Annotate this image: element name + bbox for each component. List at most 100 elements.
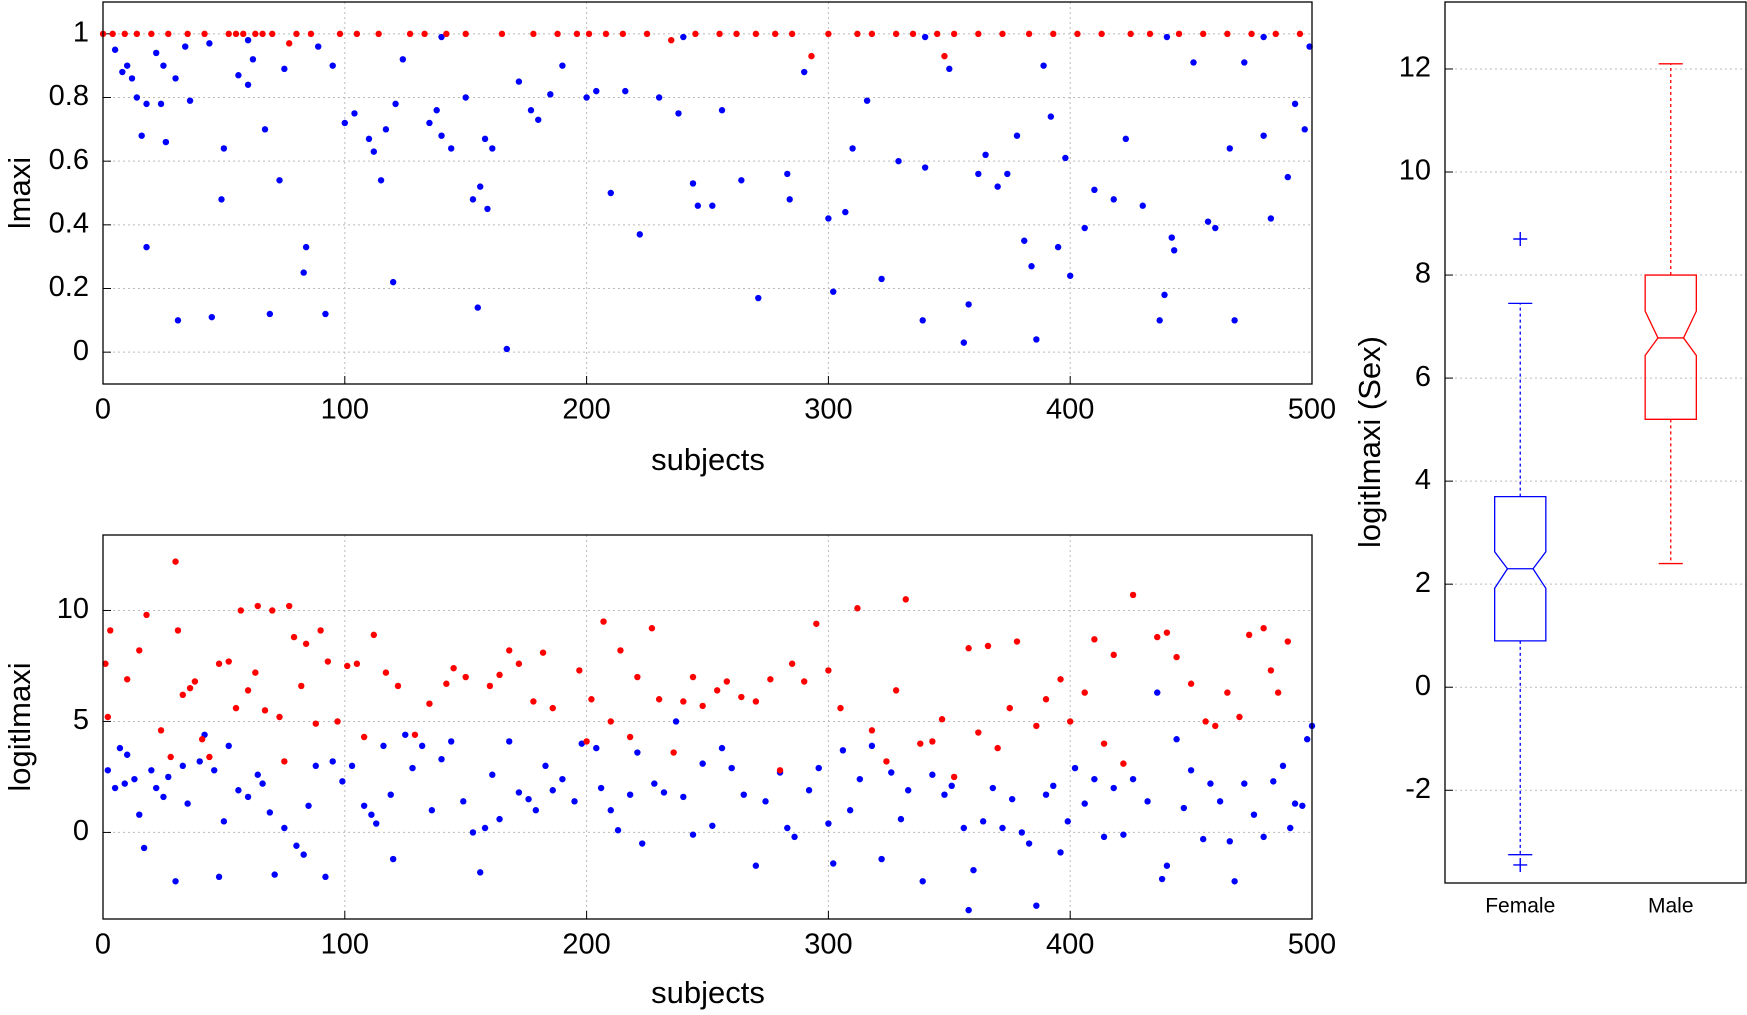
data-point <box>1067 272 1074 279</box>
y-tick-label: 0.6 <box>49 144 89 176</box>
data-point <box>738 177 745 184</box>
data-point <box>259 780 266 787</box>
data-point <box>549 704 556 712</box>
y-axis-label: lmaxi <box>2 157 37 229</box>
data-point <box>921 164 929 171</box>
data-point <box>1272 30 1279 38</box>
data-point <box>111 46 119 53</box>
data-point <box>680 793 687 801</box>
data-point <box>109 30 116 38</box>
data-point <box>370 631 378 639</box>
data-point <box>689 831 697 838</box>
data-point <box>583 94 590 101</box>
data-point <box>752 862 760 869</box>
data-point <box>389 855 397 863</box>
data-point <box>549 787 556 794</box>
data-point <box>157 100 165 108</box>
x-tick-label: 200 <box>562 929 610 961</box>
data-point <box>1008 795 1016 803</box>
data-point <box>167 753 174 761</box>
data-point <box>285 40 293 47</box>
data-point <box>339 778 346 785</box>
data-point <box>917 740 924 747</box>
data-point <box>660 789 668 796</box>
data-point <box>496 815 503 823</box>
data-point <box>713 687 721 694</box>
data-point <box>1187 680 1195 687</box>
data-point <box>225 658 232 665</box>
data-point <box>324 658 332 665</box>
data-point <box>709 822 716 829</box>
data-point <box>1004 170 1011 178</box>
data-point <box>276 713 283 721</box>
data-point <box>772 30 779 38</box>
data-point <box>382 669 390 676</box>
data-point <box>1129 591 1137 599</box>
data-point <box>375 30 382 38</box>
data-point <box>394 682 402 690</box>
data-point <box>614 827 622 834</box>
data-point <box>919 317 926 324</box>
data-point <box>786 196 793 203</box>
data-point <box>825 820 832 827</box>
data-point <box>104 713 112 721</box>
data-point <box>600 618 607 625</box>
data-point <box>639 840 646 847</box>
data-point <box>165 773 172 781</box>
data-point <box>856 775 864 783</box>
data-point <box>136 647 143 654</box>
data-point <box>266 809 274 816</box>
data-point <box>1100 833 1108 841</box>
data-point <box>1161 291 1168 299</box>
data-point <box>1021 237 1028 244</box>
data-point <box>1226 145 1233 152</box>
data-point <box>1081 224 1088 232</box>
data-point <box>307 30 315 38</box>
data-point <box>506 647 513 654</box>
data-point <box>1054 243 1062 251</box>
data-point <box>740 791 747 798</box>
data-point <box>174 317 182 324</box>
data-point <box>220 818 228 825</box>
box-body <box>1644 274 1697 420</box>
x-tick-label: Male <box>1648 895 1694 918</box>
y-tick-label: 0 <box>73 335 89 367</box>
data-point <box>179 762 186 770</box>
data-point <box>1091 775 1098 783</box>
data-point <box>368 811 375 818</box>
data-point <box>1175 30 1183 38</box>
data-point <box>1231 317 1238 324</box>
data-point <box>950 773 958 781</box>
data-point <box>312 762 319 770</box>
data-point <box>462 94 469 101</box>
data-point <box>136 811 143 818</box>
data-point <box>573 30 581 38</box>
data-point <box>655 696 663 703</box>
x-tick-label: 0 <box>95 394 111 426</box>
data-point <box>232 30 240 38</box>
x-axis-label: subjects <box>651 975 765 1010</box>
data-point <box>474 304 481 311</box>
data-point <box>1173 736 1180 743</box>
data-point <box>1267 215 1275 222</box>
data-point <box>680 33 687 41</box>
data-point <box>489 771 496 778</box>
data-point <box>617 647 624 654</box>
data-point <box>462 30 469 38</box>
data-point <box>152 784 160 792</box>
data-point <box>602 30 610 38</box>
data-point <box>755 294 762 302</box>
data-point <box>123 676 131 683</box>
y-tick-label: 2 <box>1415 567 1431 599</box>
data-point <box>1236 713 1243 721</box>
data-point <box>815 764 822 772</box>
data-point <box>486 682 494 690</box>
data-point <box>387 791 394 798</box>
data-point <box>547 91 554 98</box>
data-point <box>849 145 856 152</box>
data-point <box>196 758 203 765</box>
data-point <box>767 676 774 683</box>
data-point <box>539 649 547 656</box>
data-point <box>382 126 390 133</box>
data-point <box>208 313 216 321</box>
